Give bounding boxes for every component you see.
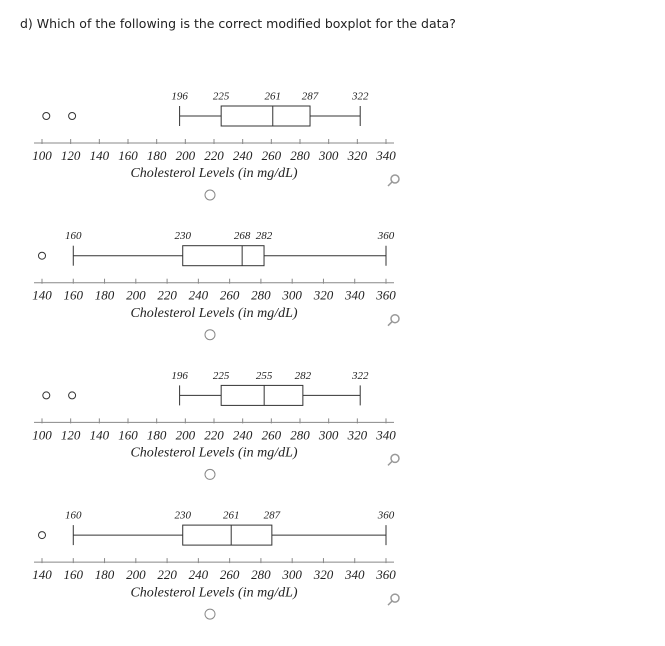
x-tick-label: 160 xyxy=(118,427,138,442)
x-axis-label: Cholesterol Levels (in mg/dL) xyxy=(130,306,297,321)
zoom-icon-handle xyxy=(387,181,393,187)
outlier xyxy=(38,251,46,260)
x-tick-label: 180 xyxy=(147,427,167,442)
box xyxy=(220,384,304,406)
x-tick-label: 100 xyxy=(32,427,52,442)
x-tick-label: 260 xyxy=(262,427,282,442)
x-tick-label: 100 xyxy=(32,148,52,163)
x-tick-label: 360 xyxy=(375,567,396,582)
zoom-icon[interactable] xyxy=(390,453,400,464)
x-tick-label: 280 xyxy=(251,567,271,582)
value-label: 160 xyxy=(65,510,82,522)
x-tick-label: 220 xyxy=(157,567,177,582)
x-tick-label: 240 xyxy=(233,427,253,442)
value-label: 360 xyxy=(377,510,395,522)
x-tick-label: 200 xyxy=(176,427,196,442)
value-label: 322 xyxy=(351,91,369,103)
x-tick-label: 340 xyxy=(344,567,365,582)
x-tick-label: 360 xyxy=(375,288,396,303)
x-tick-label: 220 xyxy=(204,148,224,163)
outlier xyxy=(68,391,77,400)
x-tick-label: 180 xyxy=(147,148,167,163)
x-tick-label: 220 xyxy=(204,427,224,442)
value-label: 287 xyxy=(264,510,281,522)
x-axis-label: Cholesterol Levels (in mg/dL) xyxy=(130,446,297,461)
x-tick-label: 300 xyxy=(318,427,339,442)
box xyxy=(220,105,311,127)
question: d) Which of the following is the correct… xyxy=(20,16,456,31)
x-tick-label: 120 xyxy=(61,427,81,442)
x-tick-label: 140 xyxy=(32,567,52,582)
x-tick-label: 200 xyxy=(126,288,146,303)
value-label: 282 xyxy=(295,370,312,382)
box xyxy=(182,524,273,546)
x-tick-label: 260 xyxy=(220,288,240,303)
outlier xyxy=(68,112,77,120)
x-tick-label: 240 xyxy=(189,288,209,303)
value-label: 360 xyxy=(377,230,395,242)
value-label: 261 xyxy=(265,91,282,103)
zoom-icon-handle xyxy=(387,460,393,466)
value-label: 255 xyxy=(256,370,273,382)
zoom-icon[interactable] xyxy=(390,174,400,184)
x-axis-label: Cholesterol Levels (in mg/dL) xyxy=(130,166,297,181)
x-tick-label: 320 xyxy=(313,567,334,582)
x-tick-label: 260 xyxy=(220,567,240,582)
outlier xyxy=(38,531,46,540)
zoom-icon-handle xyxy=(387,321,393,327)
radio-button[interactable] xyxy=(204,189,216,201)
zoom-icon-handle xyxy=(387,600,393,606)
value-label: 225 xyxy=(213,91,230,103)
x-tick-label: 140 xyxy=(32,288,52,303)
value-label: 230 xyxy=(174,510,191,522)
x-tick-label: 280 xyxy=(251,288,271,303)
x-tick-label: 320 xyxy=(347,148,368,163)
zoom-icon[interactable] xyxy=(390,313,400,324)
x-tick-label: 320 xyxy=(313,288,334,303)
radio-button[interactable] xyxy=(204,608,216,620)
x-tick-label: 200 xyxy=(176,148,196,163)
x-tick-label: 200 xyxy=(126,567,146,582)
x-tick-label: 180 xyxy=(95,288,115,303)
x-tick-label: 300 xyxy=(318,148,339,163)
value-label: 261 xyxy=(223,510,240,522)
x-tick-label: 320 xyxy=(347,427,368,442)
outlier xyxy=(42,112,51,120)
x-tick-label: 300 xyxy=(281,288,302,303)
x-tick-label: 240 xyxy=(189,567,209,582)
x-axis-label: Cholesterol Levels (in mg/dL) xyxy=(130,585,297,600)
x-tick-label: 280 xyxy=(290,148,310,163)
x-tick-label: 160 xyxy=(64,567,84,582)
x-tick-label: 340 xyxy=(375,148,396,163)
x-tick-label: 240 xyxy=(233,148,253,163)
x-tick-label: 160 xyxy=(64,288,84,303)
x-tick-label: 260 xyxy=(262,148,282,163)
value-label: 225 xyxy=(213,370,230,382)
x-tick-label: 300 xyxy=(281,567,302,582)
value-label: 196 xyxy=(171,370,188,382)
value-label: 160 xyxy=(65,230,82,242)
value-label: 282 xyxy=(256,230,273,242)
x-tick-label: 180 xyxy=(95,567,115,582)
value-label: 196 xyxy=(171,91,188,103)
value-label: 230 xyxy=(174,230,191,242)
x-tick-label: 160 xyxy=(118,148,138,163)
outlier xyxy=(42,391,51,400)
box xyxy=(182,245,265,267)
x-tick-label: 140 xyxy=(90,427,110,442)
x-tick-label: 140 xyxy=(90,148,110,163)
x-tick-label: 120 xyxy=(61,148,81,163)
x-tick-label: 220 xyxy=(157,288,177,303)
zoom-icon[interactable] xyxy=(390,593,400,603)
radio-button[interactable] xyxy=(204,468,216,480)
x-tick-label: 280 xyxy=(290,427,310,442)
value-label: 287 xyxy=(302,91,319,103)
value-label: 322 xyxy=(351,370,369,382)
x-tick-label: 340 xyxy=(344,288,365,303)
radio-button[interactable] xyxy=(204,329,216,341)
value-label: 268 xyxy=(234,230,251,242)
x-tick-label: 340 xyxy=(375,427,396,442)
